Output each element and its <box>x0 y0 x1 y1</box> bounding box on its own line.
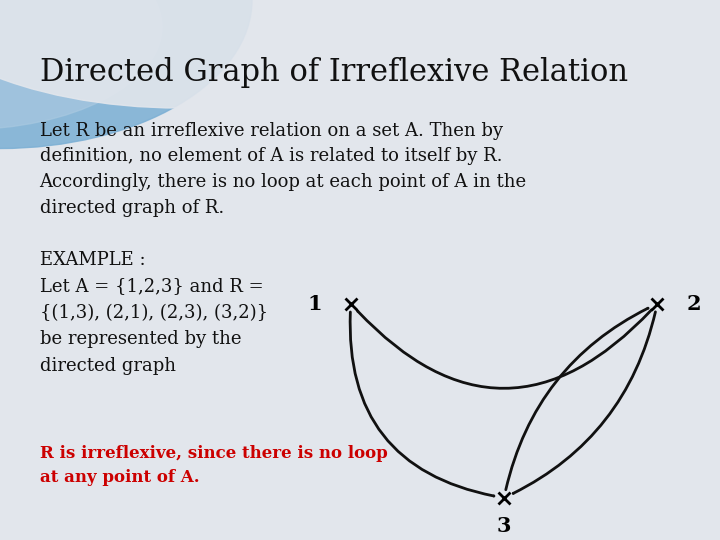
Text: R is irreflexive, since there is no loop
at any point of A.: R is irreflexive, since there is no loop… <box>40 446 387 486</box>
FancyArrowPatch shape <box>358 310 652 388</box>
FancyArrowPatch shape <box>513 312 655 494</box>
FancyArrowPatch shape <box>505 308 648 490</box>
Text: Directed Graph of Irreflexive Relation: Directed Graph of Irreflexive Relation <box>40 57 628 87</box>
Ellipse shape <box>0 0 162 130</box>
Text: EXAMPLE :
Let A = {1,2,3} and R =
{(1,3), (2,1), (2,3), (3,2)}
be represented by: EXAMPLE : Let A = {1,2,3} and R = {(1,3)… <box>40 251 268 375</box>
Text: 1: 1 <box>307 294 322 314</box>
Ellipse shape <box>0 0 252 148</box>
Text: 3: 3 <box>497 516 511 536</box>
Text: 2: 2 <box>686 294 701 314</box>
FancyArrowPatch shape <box>350 312 494 496</box>
Text: Let R be an irreflexive relation on a set A. Then by
definition, no element of A: Let R be an irreflexive relation on a se… <box>40 122 527 217</box>
Ellipse shape <box>0 0 468 108</box>
